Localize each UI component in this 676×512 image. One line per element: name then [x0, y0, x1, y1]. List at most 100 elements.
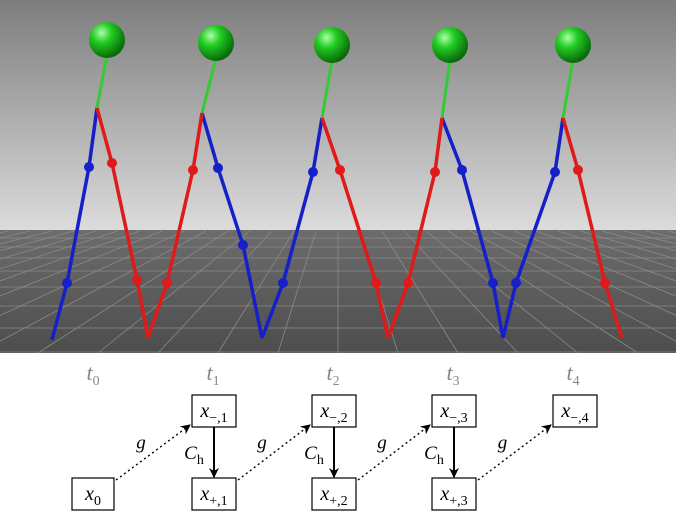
- neck: [200, 57, 218, 114]
- edge-label-sub: h: [197, 453, 204, 468]
- time-label-sub: 1: [213, 374, 220, 389]
- leg: [561, 117, 624, 339]
- neck: [440, 59, 452, 119]
- node-label: x−,2: [319, 400, 347, 426]
- g-arrow: [115, 424, 191, 481]
- edge-label: g: [377, 433, 387, 454]
- node-label-base: x: [199, 400, 209, 422]
- time-label: t3: [446, 360, 459, 389]
- time-label-base: t: [326, 360, 333, 385]
- joint: [278, 278, 288, 288]
- node-label: x−,1: [199, 400, 227, 426]
- edge-label: g: [136, 433, 146, 454]
- leg: [320, 117, 390, 339]
- g-arrow: [477, 424, 552, 481]
- joint: [550, 167, 560, 177]
- node-label-sub: 0: [94, 494, 101, 509]
- grid-line: [579, 230, 676, 260]
- neck: [95, 54, 109, 109]
- node-label: x−,4: [560, 400, 588, 426]
- edge-label: Ch: [304, 443, 324, 468]
- head: [555, 27, 591, 63]
- joint: [600, 278, 610, 288]
- joint: [573, 165, 583, 175]
- grid-line: [403, 230, 519, 354]
- joint: [84, 162, 94, 172]
- leg: [386, 117, 444, 339]
- joint: [107, 158, 117, 168]
- node-label-sub: +,1: [209, 494, 227, 509]
- time-label-sub: 2: [333, 374, 340, 389]
- leg: [440, 117, 505, 339]
- node-box: [431, 394, 477, 428]
- joint: [62, 278, 72, 288]
- grid-line: [0, 230, 207, 342]
- node-box: [552, 394, 598, 428]
- head: [314, 27, 350, 63]
- joint: [162, 278, 172, 288]
- grid-line: [277, 230, 317, 354]
- grid-line: [557, 230, 676, 270]
- node-box: [431, 477, 477, 511]
- edge-label-sub: h: [437, 453, 444, 468]
- grid-line: [535, 230, 676, 282]
- grid-line: [491, 230, 676, 316]
- grid-line: [0, 230, 185, 316]
- node-label: x0: [84, 483, 101, 509]
- diagram: t0 t1 t2 t3 t4x0x−,1x+,1x−,2x+,2x−,3x+,3x−,4…: [71, 360, 598, 511]
- node-label-base: x: [319, 400, 329, 422]
- edge-label: Ch: [184, 443, 204, 468]
- grid-line: [0, 230, 163, 297]
- node-label-base: x: [199, 483, 209, 505]
- head: [198, 25, 234, 61]
- grid-line: [157, 230, 273, 354]
- grid-line: [447, 230, 639, 354]
- edge-label: g: [498, 433, 508, 454]
- head: [432, 27, 468, 63]
- node-label: x+,3: [439, 483, 467, 509]
- node-label-base: x: [439, 483, 449, 505]
- g-arrow: [237, 424, 311, 481]
- leg: [50, 107, 99, 341]
- render: [0, 0, 676, 354]
- grid-line: [513, 230, 676, 297]
- node-label-sub: −,3: [449, 411, 467, 426]
- joint: [308, 167, 318, 177]
- node-box: [311, 477, 357, 511]
- edge-label-base: C: [184, 443, 197, 464]
- node-label-base: x: [319, 483, 329, 505]
- node-label-base: x: [560, 400, 570, 422]
- node-label-sub: +,2: [329, 494, 347, 509]
- edge-label-base: C: [424, 443, 437, 464]
- joint: [213, 163, 223, 173]
- head: [89, 22, 125, 58]
- grid-line: [217, 230, 295, 354]
- time-label: t1: [206, 360, 219, 389]
- node-label: x+,1: [199, 483, 227, 509]
- node-box: [191, 477, 237, 511]
- grid-line: [381, 230, 459, 354]
- grid-line: [0, 230, 141, 282]
- time-label: t0: [86, 360, 99, 389]
- g-arrow: [357, 424, 431, 481]
- node-label-sub: +,3: [449, 494, 467, 509]
- edge-label: Ch: [424, 443, 444, 468]
- node-label-sub: −,2: [329, 411, 347, 426]
- joint: [371, 278, 381, 288]
- neck: [320, 59, 334, 119]
- leg: [200, 112, 264, 339]
- grid-line: [425, 230, 579, 354]
- joint: [403, 278, 413, 288]
- node-label-sub: −,1: [209, 411, 227, 426]
- leg: [95, 107, 150, 339]
- time-label-sub: 0: [93, 374, 100, 389]
- grid-line: [37, 230, 229, 354]
- node-label-base: x: [84, 483, 94, 505]
- time-label-sub: 4: [573, 374, 580, 389]
- joint: [430, 167, 440, 177]
- joint: [335, 165, 345, 175]
- time-label-base: t: [446, 360, 453, 385]
- edge-label-sub: h: [317, 453, 324, 468]
- joint: [132, 275, 142, 285]
